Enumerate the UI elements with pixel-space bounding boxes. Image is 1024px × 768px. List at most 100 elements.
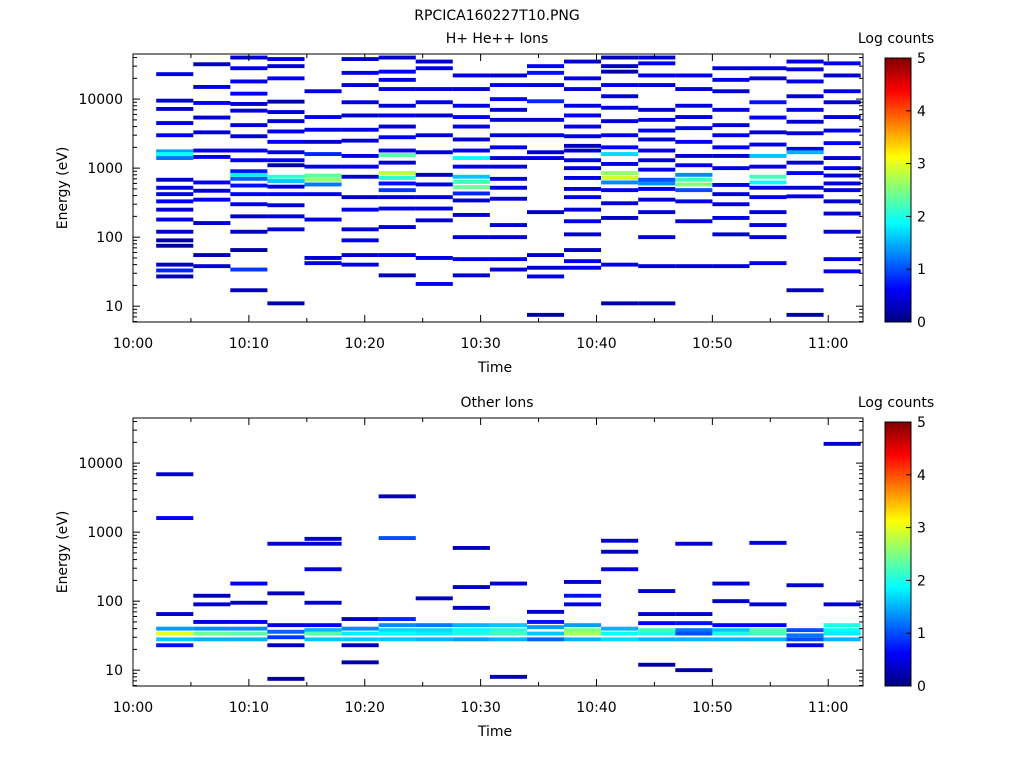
heatmap-cell	[601, 64, 639, 69]
heatmap-cell	[823, 188, 861, 193]
heatmap-cell	[193, 631, 231, 636]
heatmap-cell	[193, 264, 231, 269]
heatmap-cell	[156, 217, 194, 222]
heatmap-cell	[638, 637, 676, 642]
heatmap-cell	[341, 238, 379, 243]
heatmap-cell	[823, 128, 861, 133]
heatmap-cell	[193, 593, 231, 598]
heatmap-cell	[786, 67, 824, 72]
heatmap-cell	[564, 219, 602, 224]
heatmap-cell	[638, 612, 676, 616]
heatmap-cell	[230, 192, 268, 197]
heatmap-cell	[193, 130, 231, 135]
heatmap-cell	[712, 581, 750, 586]
panel-h-he-ions: H+ He++ Ions Log counts Time Energy (eV)…	[55, 31, 934, 376]
heatmap-cell	[415, 100, 453, 105]
heatmap-cell	[156, 238, 194, 243]
heatmap-cell	[304, 127, 342, 132]
heatmap-cell	[749, 637, 787, 642]
heatmap-cell	[489, 185, 527, 190]
heatmap-cell	[786, 637, 824, 642]
heatmap-cell	[341, 83, 379, 87]
heatmap-cell	[712, 66, 750, 71]
heatmap-cell	[304, 628, 342, 633]
heatmap-cell	[786, 633, 824, 638]
heatmap-cell	[564, 87, 602, 91]
heatmap-cell	[675, 621, 713, 626]
heatmap-cell	[749, 180, 787, 185]
heatmap-cell	[823, 628, 861, 633]
heatmap-cell	[564, 631, 602, 636]
heatmap-cell	[267, 158, 305, 163]
x-tick-label: 11:00	[808, 336, 848, 352]
heatmap-cell	[601, 83, 639, 87]
heatmap-cell	[601, 152, 639, 156]
colorbar-tick-label: 2	[917, 209, 926, 225]
colorbar-gradient	[884, 421, 912, 687]
heatmap-cell	[712, 123, 750, 128]
heatmap-cell	[749, 154, 787, 158]
y-tick-label: 10000	[78, 92, 123, 108]
heatmap-cell	[601, 188, 639, 193]
heatmap-cell	[415, 133, 453, 138]
heatmap-cell	[378, 87, 416, 91]
x-tick-label: 10:00	[113, 700, 153, 716]
heatmap-cell	[601, 549, 639, 554]
heatmap-cell	[415, 256, 453, 260]
heatmap-cell	[638, 631, 676, 636]
heatmap-cell	[675, 264, 713, 269]
heatmap-cell	[823, 631, 861, 636]
heatmap-cell	[156, 612, 194, 616]
heatmap-cell	[230, 158, 268, 163]
heatmap-cell	[415, 113, 453, 118]
colorbar-tick-label: 2	[917, 573, 926, 589]
x-tick-label: 10:20	[345, 700, 385, 716]
heatmap-cell	[230, 581, 268, 586]
heatmap-cell	[564, 248, 602, 252]
heatmap-cell	[527, 117, 565, 122]
heatmap-cell	[452, 273, 490, 278]
heatmap-cell	[415, 87, 453, 91]
heatmap-cell	[341, 100, 379, 105]
heatmap-cell	[489, 117, 527, 122]
heatmap-cell	[452, 191, 490, 196]
heatmap-cell	[378, 103, 416, 108]
heatmap-cell	[452, 546, 490, 550]
heatmap-cell	[304, 139, 342, 144]
heatmap-cell	[378, 195, 416, 200]
heatmap-cell	[267, 139, 305, 144]
heatmap-cell	[527, 631, 565, 636]
heatmap-cell	[601, 637, 639, 642]
heatmap-cell	[564, 158, 602, 163]
heatmap-cell	[489, 628, 527, 633]
heatmap-cell	[341, 138, 379, 143]
y-tick-label: 10	[105, 663, 123, 679]
colorbar-tick-label: 0	[917, 315, 926, 331]
heatmap-cell	[489, 267, 527, 272]
heatmap-cell	[193, 637, 231, 642]
heatmap-cell	[230, 229, 268, 234]
heatmap-cell	[749, 164, 787, 169]
heatmap-cell	[267, 591, 305, 596]
heatmap-cell	[267, 214, 305, 219]
heatmap-cell	[230, 134, 268, 139]
heatmap-cell	[749, 623, 787, 628]
heatmap-cell	[564, 76, 602, 81]
heatmap-cell	[230, 202, 268, 207]
heatmap-cell	[156, 637, 194, 642]
heatmap-cell	[601, 55, 639, 60]
heatmap-cell	[267, 110, 305, 114]
heatmap-cell	[193, 188, 231, 193]
heatmap-cell	[638, 264, 676, 269]
heatmap-cell	[675, 87, 713, 91]
heatmap-cell	[304, 261, 342, 266]
heatmap-cell	[341, 154, 379, 158]
colorbar: 0 1 2 3 4 5	[884, 415, 926, 695]
heatmap-cell	[156, 98, 194, 103]
x-axis-label: Time	[477, 360, 512, 376]
panel-title: H+ He++ Ions	[446, 31, 549, 47]
heatmap-cell	[638, 117, 676, 122]
heatmap-cell	[638, 301, 676, 306]
heatmap-cell	[601, 201, 639, 206]
heatmap-cell	[452, 73, 490, 78]
